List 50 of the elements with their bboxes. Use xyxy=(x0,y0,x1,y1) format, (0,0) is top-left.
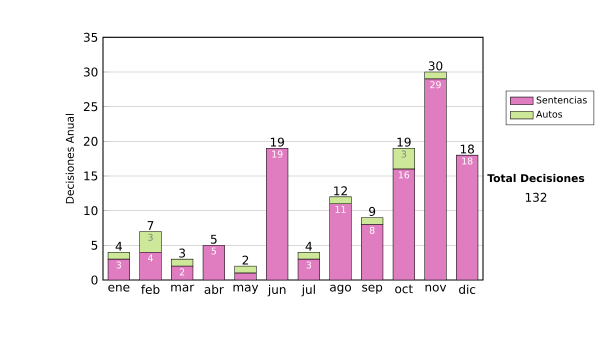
total-label: 4 xyxy=(116,242,122,251)
total-label: 19 xyxy=(398,138,411,147)
data-label: 19 xyxy=(272,150,282,158)
legend-label: Sentencias xyxy=(536,96,587,104)
data-label: 3 xyxy=(402,150,406,158)
x-tick-label: ene xyxy=(108,284,130,292)
total-label: 19 xyxy=(270,138,284,147)
y-axis-title: Decisiones Anual xyxy=(66,114,74,204)
data-label: 18 xyxy=(462,157,472,165)
x-tick-label: nov xyxy=(426,284,446,292)
total-label: 12 xyxy=(334,186,347,196)
total-label: 18 xyxy=(460,144,474,154)
y-tick-label: 20 xyxy=(84,136,98,146)
y-tick-label: 30 xyxy=(84,67,98,77)
text: Total Decisiones xyxy=(487,174,584,182)
data-label: 5 xyxy=(212,248,216,255)
x-tick-label: feb xyxy=(141,284,160,294)
y-tick-label: 5 xyxy=(92,240,98,250)
total-label: 5 xyxy=(210,234,217,244)
y-tick-label: 10 xyxy=(84,206,98,216)
x-tick-label: abr xyxy=(204,284,224,294)
x-tick-label: sep xyxy=(362,284,382,294)
y-tick-label: 0 xyxy=(91,275,98,285)
x-tick-label: ago xyxy=(330,284,352,294)
data-label: 3 xyxy=(148,234,153,241)
total-label: 3 xyxy=(179,248,186,258)
y-tick-label: 15 xyxy=(84,172,98,180)
text: 132 xyxy=(526,192,546,202)
total-label: 7 xyxy=(148,221,154,230)
data-label: 16 xyxy=(398,171,410,178)
data-label: 3 xyxy=(116,261,122,269)
x-tick-label: oct xyxy=(395,284,413,294)
data-label: 11 xyxy=(336,206,346,213)
x-tick-label: may xyxy=(234,284,258,294)
x-tick-label: jul xyxy=(301,284,315,296)
data-label: 8 xyxy=(370,226,374,234)
x-tick-label: mar xyxy=(171,284,194,292)
data-label: 3 xyxy=(306,261,312,269)
legend-label: Autos xyxy=(536,110,562,118)
total-label: 30 xyxy=(428,61,442,70)
x-tick-label: dic xyxy=(459,284,476,294)
y-tick-label: 35 xyxy=(84,32,98,42)
y-tick-label: 25 xyxy=(84,102,98,112)
total-label: 2 xyxy=(242,256,248,265)
data-label: 4 xyxy=(148,254,153,262)
data-label: 29 xyxy=(430,81,441,88)
total-label: 4 xyxy=(306,242,312,251)
total-label: 9 xyxy=(369,206,376,216)
x-tick-label: jun xyxy=(268,284,286,296)
data-label: 2 xyxy=(180,268,184,276)
